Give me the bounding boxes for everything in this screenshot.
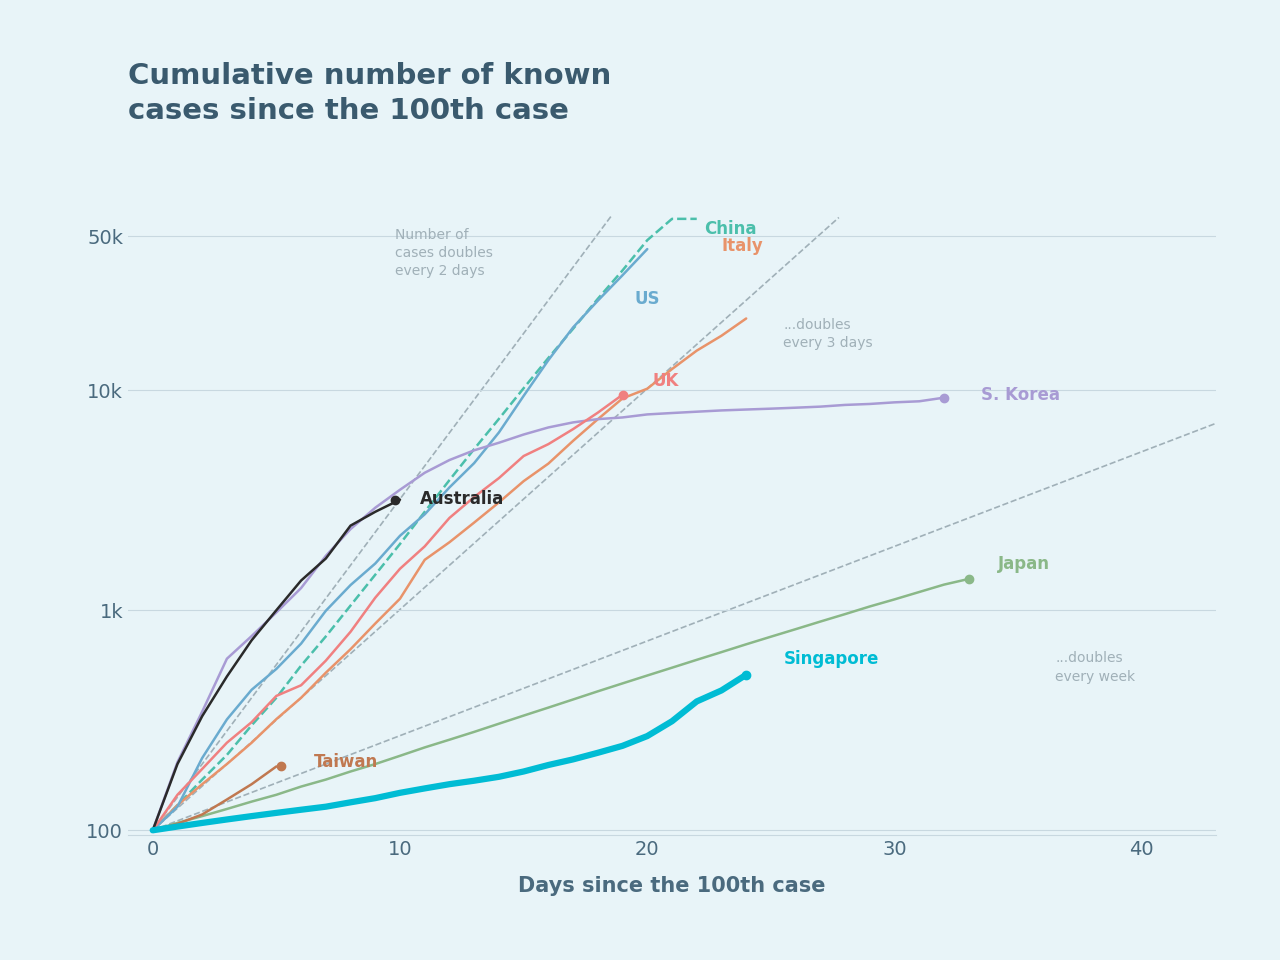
Text: Taiwan: Taiwan — [314, 753, 378, 771]
Text: Singapore: Singapore — [783, 650, 878, 668]
Text: China: China — [704, 220, 756, 238]
Text: Japan: Japan — [998, 555, 1051, 573]
Text: Italy: Italy — [722, 237, 763, 255]
Text: UK: UK — [653, 372, 678, 390]
Text: ...doubles
every 3 days: ...doubles every 3 days — [783, 318, 873, 350]
Text: S. Korea: S. Korea — [980, 386, 1060, 404]
Text: Australia: Australia — [420, 490, 504, 508]
X-axis label: Days since the 100th case: Days since the 100th case — [518, 876, 826, 896]
Text: Cumulative number of known
cases since the 100th case: Cumulative number of known cases since t… — [128, 62, 612, 125]
Text: ...doubles
every week: ...doubles every week — [1055, 651, 1135, 684]
Text: Number of
cases doubles
every 2 days: Number of cases doubles every 2 days — [396, 228, 493, 278]
Text: US: US — [635, 290, 660, 308]
